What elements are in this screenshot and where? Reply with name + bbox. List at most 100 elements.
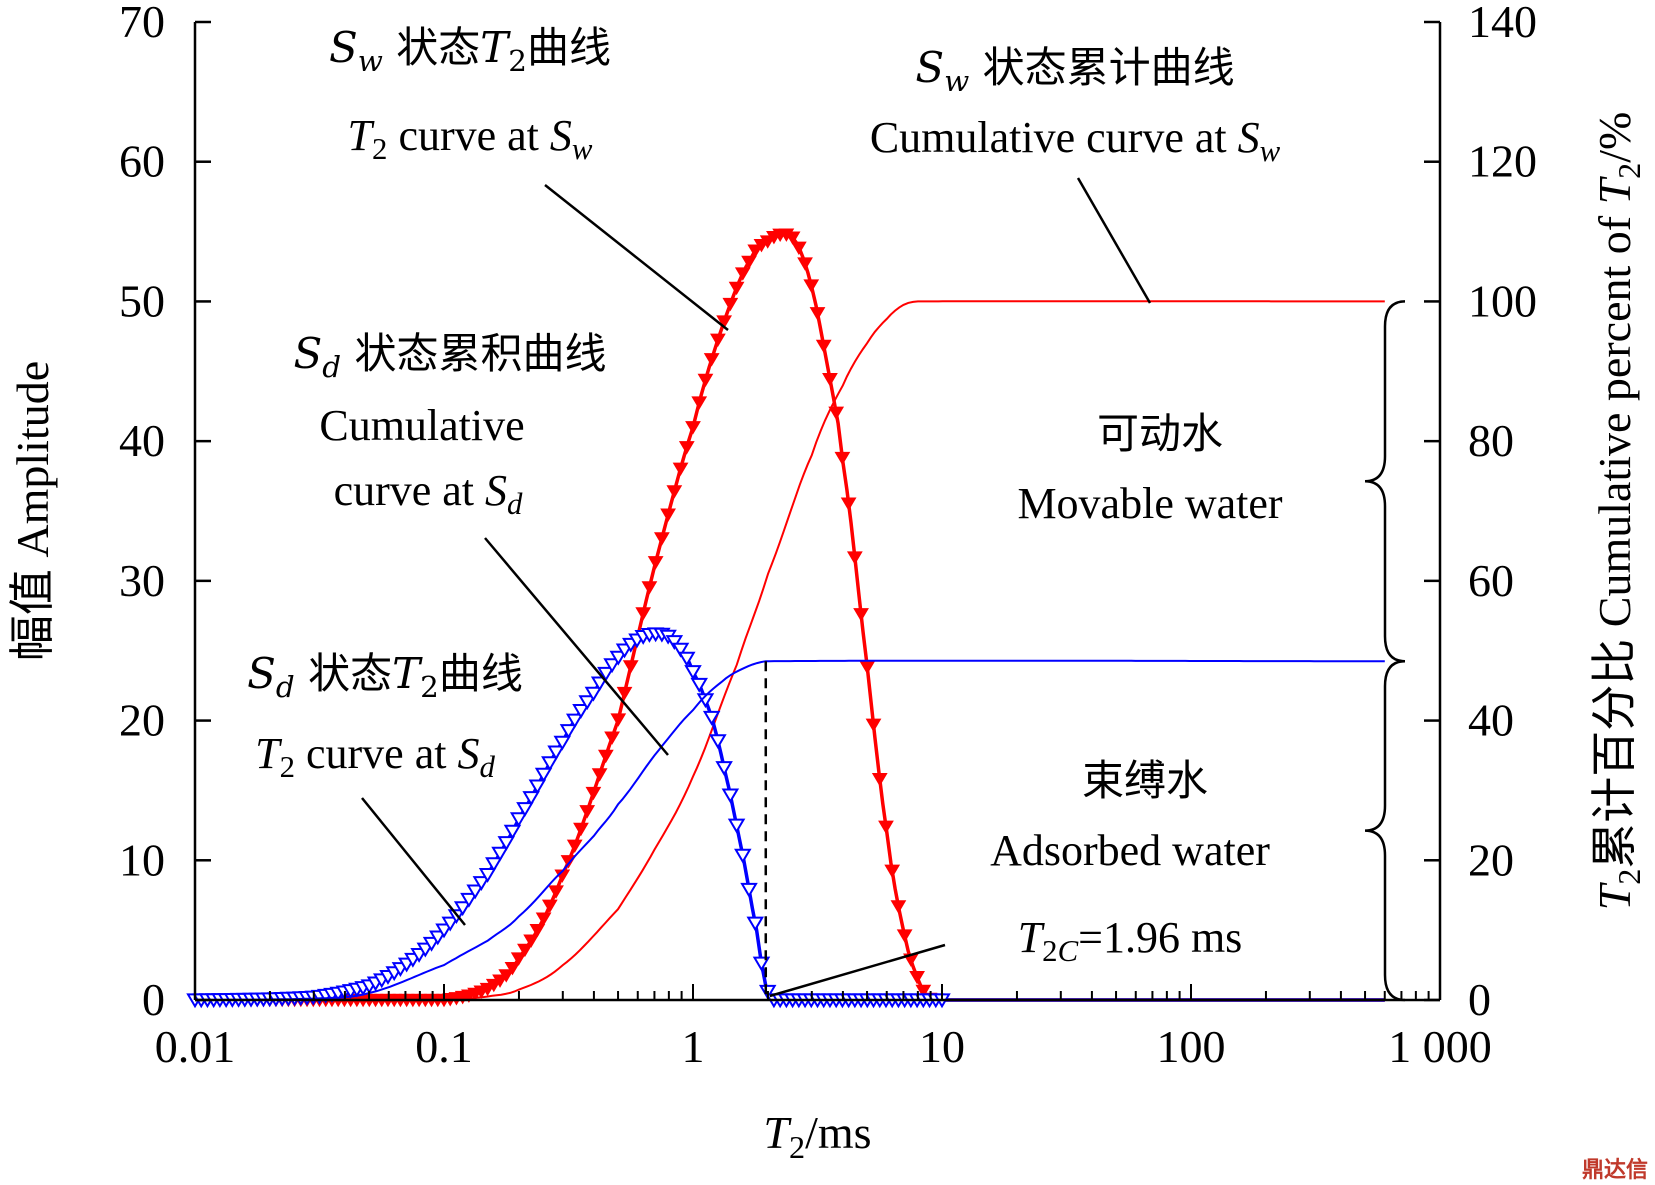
x-axis-title-part-0: T [763,1107,792,1158]
right-tick-label: 0 [1468,974,1491,1025]
series-0-marker [803,279,820,293]
series-0-marker [647,556,664,570]
series-2-marker [709,734,727,750]
series-0-marker [585,786,602,801]
leader-sd-cum [484,537,669,756]
series-0-marker [890,900,907,914]
anno-sd-t2-en-part-0: T [255,729,283,778]
series-2-marker [678,651,696,667]
series-2-marker [522,791,540,807]
anno-sw-cum-en-part-2: w [1260,134,1281,168]
anno-sd-cum-zh-part-1: d [322,350,341,384]
anno-movable-zh-part-0: 可动水 [1097,409,1223,458]
series-2-marker [734,848,752,864]
anno-sw-t2-zh-part-5: 曲线 [527,23,611,72]
series-0-marker [815,339,832,354]
anno-sd-t2-en: T2 curve at Sd [255,729,495,784]
series-2-marker [429,930,447,946]
anno-movable-zh: 可动水 [1097,409,1223,458]
leader-sw-t2 [544,184,729,331]
anno-sd-t2-zh-part-1: d [276,670,295,704]
series-2-marker [565,713,584,729]
series-0-marker [666,485,683,499]
left-tick-label: 60 [119,136,165,187]
series-2-marker [528,779,547,795]
series-0-marker [654,532,670,546]
series-0-marker [734,267,751,281]
series-0-marker [878,820,894,834]
right-tick-label: 80 [1468,415,1514,466]
y-right-axis-title-part-2: 累计百分比 Cumulative percent of [1589,204,1640,868]
series-0-marker [884,864,901,879]
anno-sw-t2-en-part-4: w [572,132,593,166]
series-2-marker [715,761,733,776]
series-0-marker [610,713,627,727]
series-2-marker [597,666,615,682]
anno-sw-t2-en-part-2: curve at [387,111,549,160]
x-tick-label: 0.01 [155,1021,236,1072]
anno-cutoff-label-part-1: 2 [1042,934,1057,968]
anno-sd-t2-zh-part-4: 2 [420,670,439,704]
series-2-marker [590,676,609,692]
watermark-text: 鼎达信 [1582,1157,1648,1183]
leader-cutoff [769,943,946,998]
x-axis-title: T2/ms [763,1107,871,1165]
brace-adsorbed-water [1364,659,1406,1002]
series-0-marker [896,929,913,943]
series-0-marker [685,421,701,435]
series-0-marker [597,749,614,764]
anno-adsorbed-zh: 束缚水 [1082,756,1208,805]
left-tick-label: 70 [119,0,165,47]
series-2-marker [690,677,708,693]
anno-sw-cum-en: Cumulative curve at Sw [870,113,1281,168]
anno-sw-t2-zh-part-4: 2 [508,44,527,78]
series-0-marker [846,551,863,565]
series-2-marker [478,868,497,883]
series-2-marker [684,665,702,680]
anno-sw-t2-en-part-1: 2 [372,132,387,166]
anno-sw-t2-zh-part-0: S [329,23,358,72]
left-tick-label: 20 [119,695,165,746]
series-0-marker [741,255,757,270]
anno-sd-cum-en2-part-0: curve at [334,466,485,515]
x-tick-label: 1 000 [1388,1021,1492,1072]
series-0-marker [566,839,583,853]
series-2-marker [553,735,572,751]
left-tick-label: 50 [119,275,165,326]
right-tick-label: 20 [1468,834,1514,885]
anno-sw-t2-zh-part-2: 状态 [383,23,480,72]
left-tick-label: 10 [119,834,165,885]
anno-movable-en: Movable water [1017,479,1282,528]
series-0-marker [622,660,639,674]
anno-cutoff-label-part-0: T [1018,913,1046,962]
series-2-marker [740,882,758,898]
series-0-marker [616,686,633,701]
series-0-marker [840,497,857,511]
series-2-marker [559,724,578,740]
series-3-line [195,659,1385,1001]
series-2-marker [534,767,553,783]
anno-sw-cum-zh-part-1: w [944,64,969,98]
series-0-marker [579,805,596,819]
series-2-marker [541,756,559,772]
anno-sd-t2-en-part-3: S [457,729,479,778]
anno-sd-t2-zh-part-2: 状态 [295,649,392,698]
anno-cutoff-label: T2C=1.96 ms [1018,913,1243,968]
y-right-axis-title-part-4: 2 [1611,163,1647,179]
series-2-marker [466,884,484,900]
anno-sw-cum-zh-part-0: S [915,43,944,92]
series-0-marker [504,962,521,976]
brace-movable-water [1364,300,1406,663]
series-0-marker [678,441,695,455]
series-0-marker [853,608,869,622]
series-0-marker [809,307,826,321]
series-0-marker [691,396,708,410]
right-tick-label: 100 [1468,275,1537,326]
series-2-marker [603,658,621,674]
series-2-marker [441,916,459,932]
anno-sd-cum-en2-part-2: d [507,487,523,521]
series-0-marker [635,607,652,621]
y-left-axis-title-part-0: 幅值 Amplitude [7,361,58,661]
